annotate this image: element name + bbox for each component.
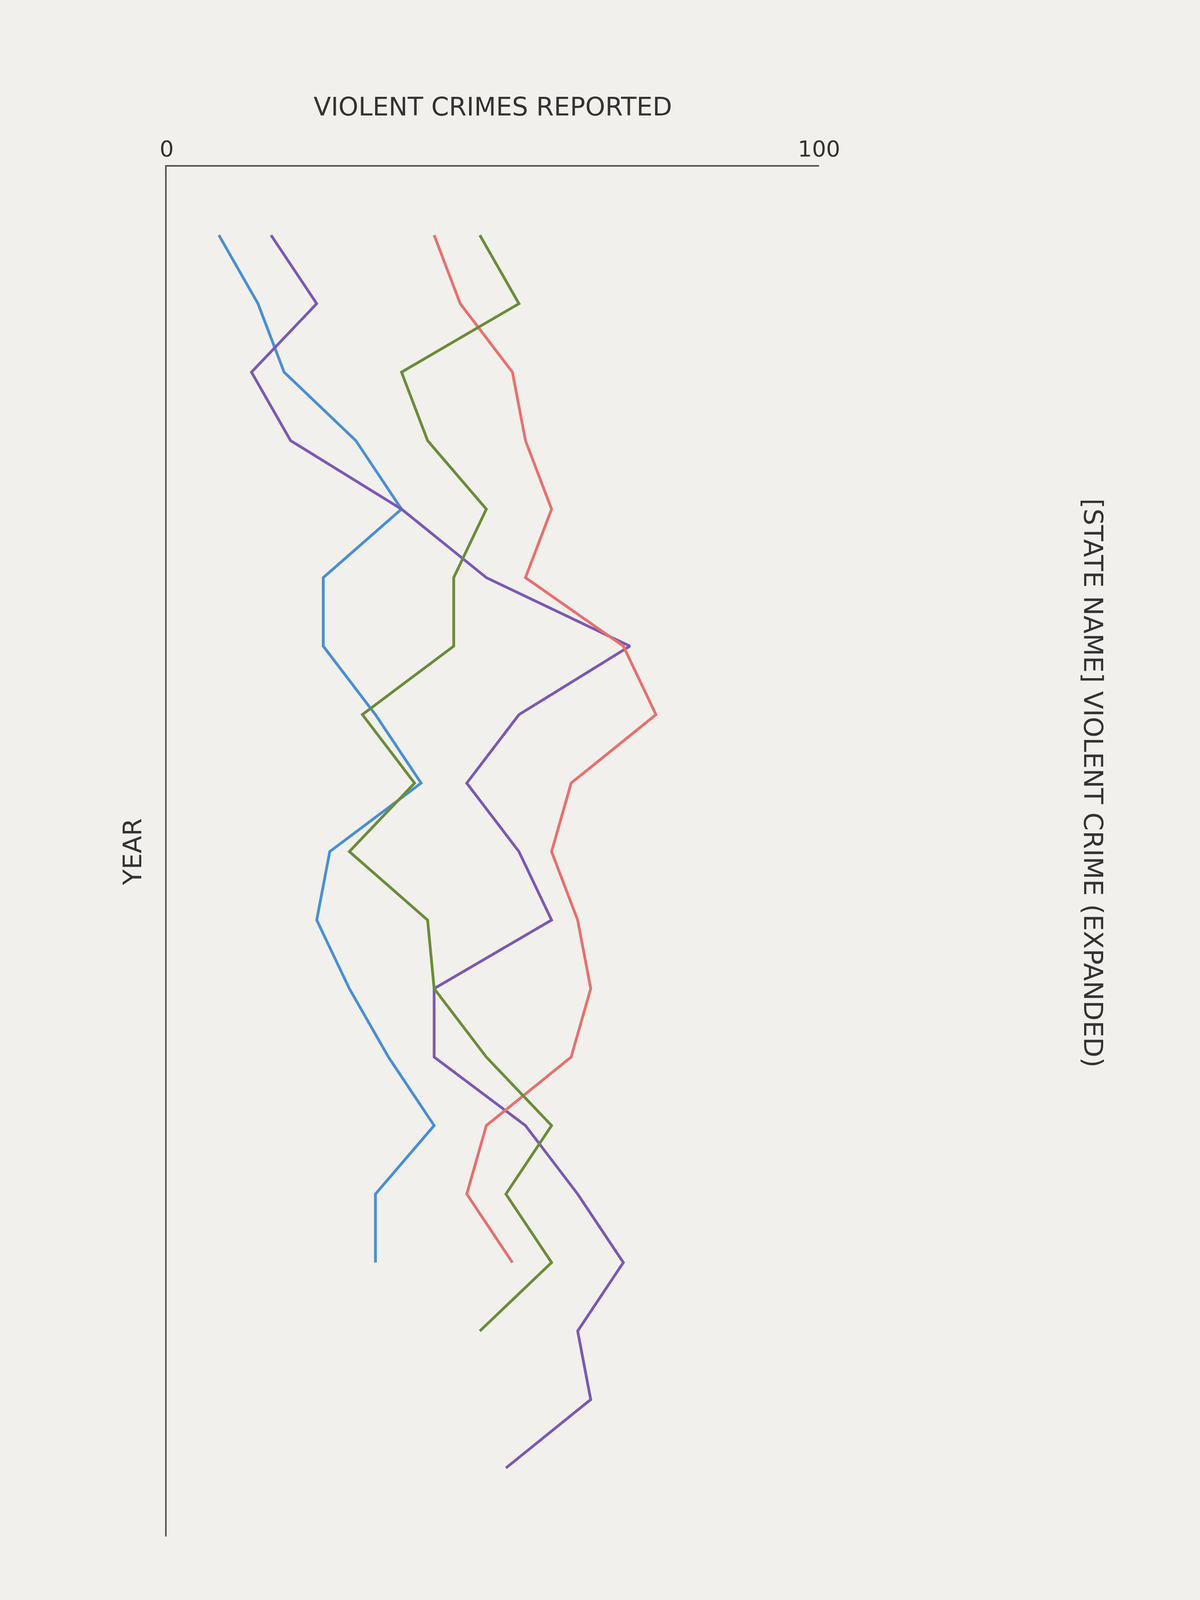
svg-text:YEAR: YEAR — [117, 818, 148, 886]
svg-text:0: 0 — [159, 135, 174, 162]
svg-text:VIOLENT CRIMES REPORTED: VIOLENT CRIMES REPORTED — [313, 92, 673, 122]
svg-text:[STATE NAME] VIOLENT CRIME (EX: [STATE NAME] VIOLENT CRIME (EXPANDED) — [1077, 498, 1109, 1068]
svg-text:100: 100 — [798, 135, 841, 162]
